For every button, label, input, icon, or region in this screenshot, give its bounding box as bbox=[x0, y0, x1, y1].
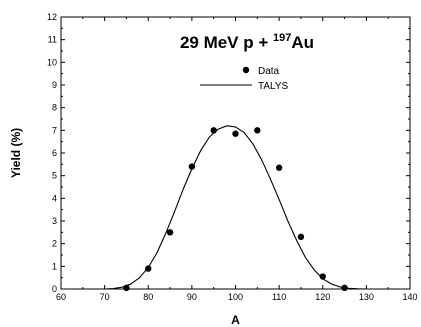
y-tick-label: 8 bbox=[52, 103, 57, 113]
plot-frame bbox=[60, 16, 411, 290]
y-tick-label: 11 bbox=[48, 35, 57, 45]
y-tick-label: 1 bbox=[52, 261, 57, 271]
y-axis-title: Yield (%) bbox=[9, 128, 23, 178]
x-tick-label: 120 bbox=[315, 292, 330, 302]
y-tick-label: 12 bbox=[47, 12, 57, 22]
series-line-talys bbox=[104, 125, 367, 290]
x-tick-label: 80 bbox=[143, 292, 153, 302]
x-tick-label: 70 bbox=[100, 292, 110, 302]
y-tick-label: 3 bbox=[52, 216, 57, 226]
legend-data-marker bbox=[242, 66, 250, 74]
chart-title-prefix: 29 MeV p + bbox=[180, 33, 273, 52]
legend-data-label: Data bbox=[258, 66, 280, 77]
x-tick-label: 90 bbox=[187, 292, 197, 302]
data-point bbox=[232, 130, 239, 137]
y-tick-label: 9 bbox=[52, 80, 57, 90]
y-tick-label: 0 bbox=[52, 284, 57, 294]
data-point bbox=[254, 127, 261, 134]
chart-title-suffix: Au bbox=[291, 33, 314, 52]
x-tick-label: 130 bbox=[359, 292, 374, 302]
chart-title-superscript: 197 bbox=[273, 32, 291, 44]
data-point bbox=[319, 273, 326, 280]
x-tick-label: 60 bbox=[56, 292, 66, 302]
x-tick-labels: 60 70 80 90 100 110 120 130 140 bbox=[56, 292, 418, 302]
x-tick-label: 110 bbox=[272, 292, 286, 302]
data-point bbox=[275, 164, 283, 171]
data-point bbox=[145, 265, 152, 272]
x-tick-label: 100 bbox=[228, 292, 243, 302]
chart-title: 29 MeV p + 197Au bbox=[180, 32, 314, 52]
legend-talys-label: TALYS bbox=[258, 81, 289, 92]
y-tick-label: 2 bbox=[52, 239, 57, 249]
y-tick-label: 5 bbox=[52, 171, 57, 181]
y-tick-label: 10 bbox=[47, 57, 57, 67]
y-tick-label: 6 bbox=[52, 148, 57, 158]
data-point bbox=[166, 229, 174, 236]
x-tick-label: 140 bbox=[402, 292, 417, 302]
y-tick-label: 7 bbox=[52, 125, 57, 135]
series-layer bbox=[104, 125, 367, 292]
x-axis-title: A bbox=[231, 313, 240, 327]
data-point bbox=[297, 233, 305, 241]
axis-ticks bbox=[60, 16, 411, 290]
legend: Data TALYS bbox=[200, 66, 289, 92]
y-tick-label: 4 bbox=[52, 193, 57, 203]
